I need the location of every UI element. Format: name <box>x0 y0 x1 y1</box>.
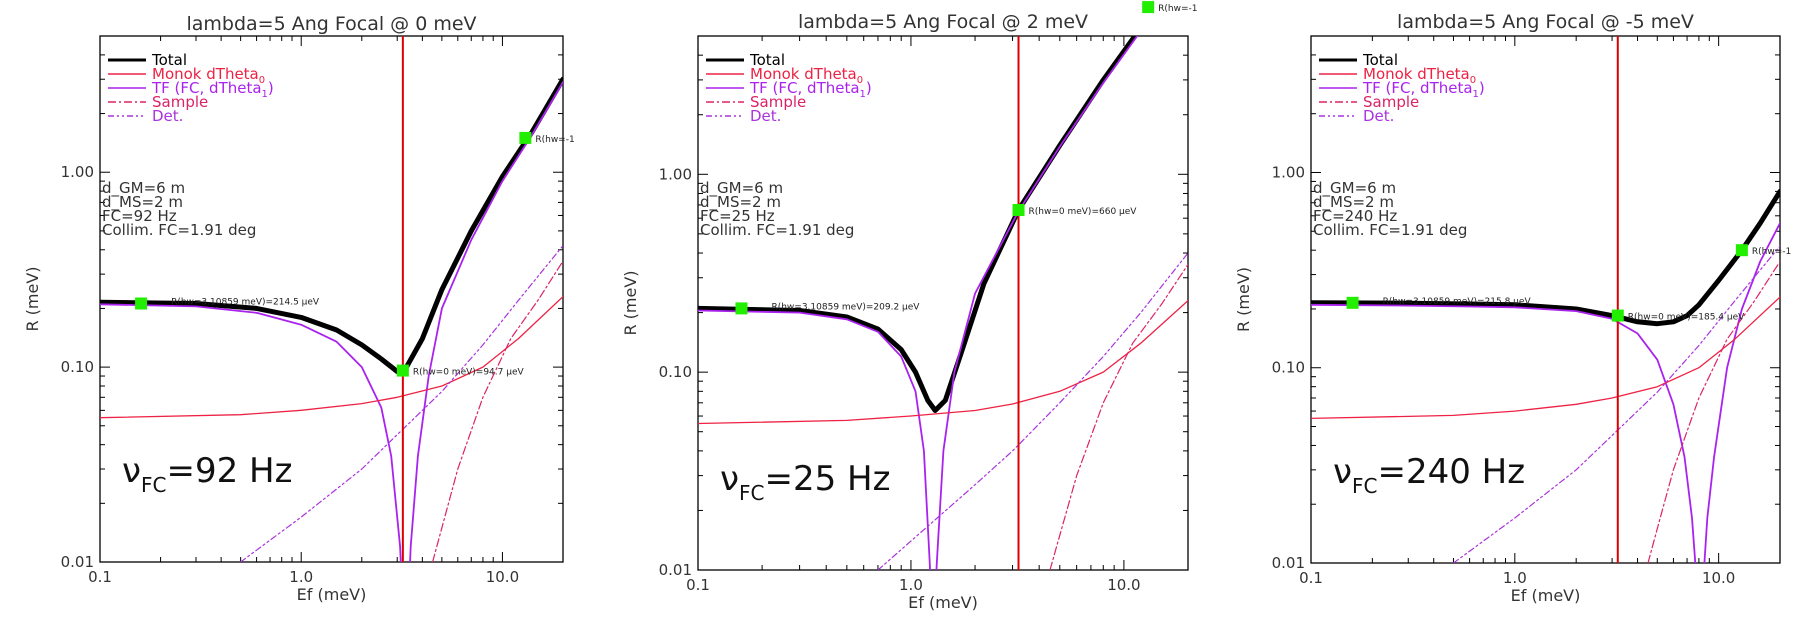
resolution-marker <box>735 302 748 315</box>
legend-entry: Total <box>749 51 785 69</box>
legend-entry: TF (FC, dTheta1) <box>151 79 274 100</box>
legend-entry: Total <box>1362 51 1398 69</box>
y-tick-label: 1.00 <box>61 163 94 181</box>
series-sample <box>1647 260 1780 563</box>
series-total <box>1311 188 1780 327</box>
resolution-marker <box>396 364 409 377</box>
marker-annotation: R(hw=3.10859 meV)=214.5 μeV <box>171 298 320 308</box>
info-line: FC=25 Hz <box>700 207 775 225</box>
plot-area <box>698 36 1188 570</box>
info-line: Collim. FC=1.91 deg <box>102 221 256 239</box>
legend-entry: Total <box>151 51 187 69</box>
info-line: d_MS=2 m <box>700 193 781 212</box>
resolution-marker <box>519 131 532 144</box>
plot-area <box>1311 36 1780 563</box>
legend-entry: Monok dTheta0 <box>1363 65 1476 86</box>
marker-annotation: R(hw=0 meV)=660 μeV <box>1029 207 1138 217</box>
x-tick-label: 10.0 <box>1107 576 1140 594</box>
plot-area <box>100 36 563 562</box>
y-axis-label: R (meV) <box>1234 267 1253 332</box>
x-axis-label: Ef (meV) <box>908 593 978 612</box>
series-tf-fc-dtheta1 <box>698 36 1139 570</box>
marker-annotation: R(hw=-1 <box>535 135 574 145</box>
info-line: FC=92 Hz <box>102 207 177 225</box>
series-sample <box>1049 263 1188 570</box>
y-tick-label: 0.10 <box>1272 359 1305 377</box>
legend-entry: Det. <box>152 107 183 125</box>
series-det <box>877 252 1188 570</box>
y-axis-label: R (meV) <box>621 270 640 335</box>
chart-title: lambda=5 Ang Focal @ -5 meV <box>1397 11 1694 33</box>
resolution-marker <box>1346 296 1359 309</box>
resolution-marker <box>1735 244 1748 257</box>
marker-annotation: R(hw=0 meV)=185.4 μeV <box>1628 313 1745 323</box>
y-tick-label: 1.00 <box>659 165 692 183</box>
plot-frame <box>99 35 564 563</box>
y-tick-label: 1.00 <box>1272 163 1305 181</box>
legend-entry: Det. <box>1363 107 1394 125</box>
x-tick-label: 1.0 <box>289 568 313 586</box>
y-tick-label: 0.01 <box>1272 554 1305 572</box>
marker-annotation: R(hw=3.10859 meV)=209.2 μeV <box>771 302 920 312</box>
series-det <box>240 245 563 562</box>
marker-annotation: R(hw=-1 <box>1752 247 1791 257</box>
info-line: Collim. FC=1.91 deg <box>700 221 854 239</box>
chart-panel-2: lambda=5 Ang Focal @ 2 meV 0.1 1.0 10.0 0.01… <box>621 1 1198 612</box>
legend-entry: Monok dTheta0 <box>750 65 863 86</box>
legend-entry: TF (FC, dTheta1) <box>749 79 872 100</box>
marker-annotation: R(hw=3.10859 meV)=215.8 μeV <box>1383 297 1532 307</box>
x-tick-label: 0.1 <box>686 576 710 594</box>
info-line: d_GM=6 m <box>700 179 783 198</box>
frequency-label: νFC=92 Hz <box>122 451 292 497</box>
series-sample <box>432 260 563 562</box>
marker-annotation: R(hw=0 meV)=94.7 μeV <box>413 368 525 378</box>
marker-annotation: R(hw=-1 <box>1158 4 1197 14</box>
x-tick-label: 10.0 <box>1702 569 1735 587</box>
x-axis-label: Ef (meV) <box>1511 586 1581 605</box>
legend-entry: Det. <box>750 107 781 125</box>
resolution-marker <box>1142 1 1155 14</box>
x-tick-label: 0.1 <box>1299 569 1323 587</box>
x-tick-label: 0.1 <box>88 568 112 586</box>
y-tick-label: 0.01 <box>659 561 692 579</box>
frequency-label: νFC=25 Hz <box>720 459 890 505</box>
x-tick-label: 1.0 <box>899 576 923 594</box>
info-line: d_MS=2 m <box>102 193 183 212</box>
y-tick-label: 0.01 <box>61 553 94 571</box>
x-axis-label: Ef (meV) <box>297 585 367 604</box>
series-tf-fc-dtheta1 <box>100 81 563 562</box>
chart-panel-3: lambda=5 Ang Focal @ -5 meV 0.1 1.0 10.0 0.0… <box>1234 11 1791 605</box>
info-line: d_GM=6 m <box>1313 179 1396 198</box>
legend-entry: TF (FC, dTheta1) <box>1362 79 1485 100</box>
chart-title: lambda=5 Ang Focal @ 2 meV <box>798 11 1088 33</box>
chart-panel-1: lambda=5 Ang Focal @ 0 meV 0.1 1.0 10.0 0.01… <box>23 13 575 604</box>
plot-frame <box>1310 35 1781 564</box>
y-tick-label: 0.10 <box>659 363 692 381</box>
plot-frame <box>697 35 1189 571</box>
x-tick-label: 1.0 <box>1503 569 1527 587</box>
legend-entry: Sample <box>1363 93 1419 111</box>
info-line: d_GM=6 m <box>102 179 185 198</box>
resolution-marker <box>135 297 148 310</box>
frequency-label: νFC=240 Hz <box>1333 452 1525 498</box>
legend-entry: Sample <box>750 93 806 111</box>
series-monok-dtheta0 <box>100 295 563 419</box>
info-line: FC=240 Hz <box>1313 207 1397 225</box>
series-det <box>1452 245 1780 563</box>
resolution-marker <box>1611 309 1624 322</box>
info-line: Collim. FC=1.91 deg <box>1313 221 1467 239</box>
y-axis-label: R (meV) <box>23 266 42 331</box>
info-line: d_MS=2 m <box>1313 193 1394 212</box>
legend-entry: Sample <box>152 93 208 111</box>
chart-title: lambda=5 Ang Focal @ 0 meV <box>186 13 476 35</box>
x-tick-label: 10.0 <box>486 568 519 586</box>
resolution-marker <box>1012 203 1025 216</box>
y-tick-label: 0.10 <box>61 358 94 376</box>
series-tf-fc-dtheta1 <box>1311 222 1780 563</box>
legend-entry: Monok dTheta0 <box>152 65 265 86</box>
